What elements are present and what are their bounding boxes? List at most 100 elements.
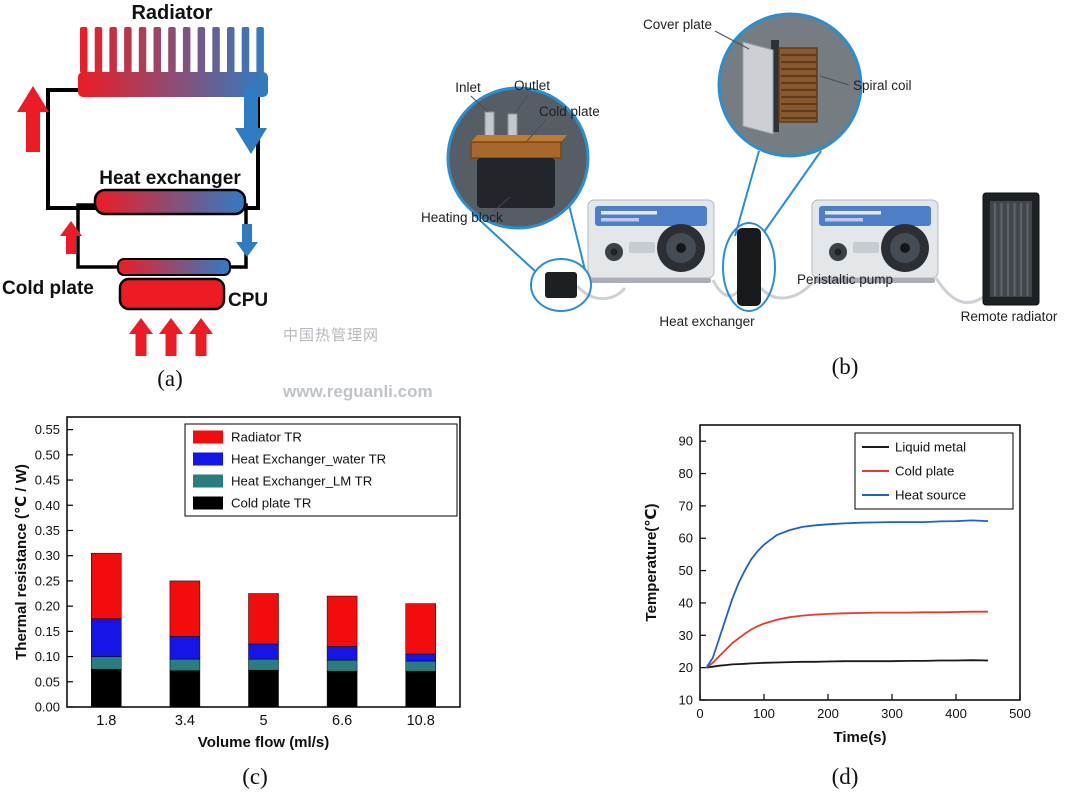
legend-label: Heat Exchanger_LM TR (231, 474, 372, 489)
inset-cold-plate-ring (446, 86, 590, 230)
y-tick-label: 0.25 (35, 573, 60, 588)
y-tick-label: 0.05 (35, 674, 60, 689)
legend-label: Heat Exchanger_water TR (231, 452, 386, 467)
x-tick-label: 200 (817, 706, 839, 721)
y-tick-label: 60 (679, 531, 693, 546)
y-axis-title: Temperature(℃) (643, 504, 660, 622)
heat-exchanger-photo (737, 228, 761, 306)
radiator-fins (80, 27, 264, 73)
remote-radiator-photo (982, 192, 1040, 306)
legend-label: Radiator TR (231, 430, 302, 445)
radiator-fin (197, 27, 206, 73)
bar-6.6-heat-exchanger-water-tr (326, 646, 358, 661)
y-tick-label: 0.10 (35, 649, 60, 664)
x-tick-label: 6.6 (332, 713, 352, 729)
heat-exchanger-callout-ellipse (722, 222, 776, 312)
y-tick-label: 40 (679, 595, 693, 610)
thermal-resistance-chart: 0.00 0.05 0.10 0.15 0.20 0.25 0.30 0.35 0.40 0.45… (13, 416, 461, 751)
radiator-fin (138, 27, 147, 73)
radiator-fin (227, 27, 235, 73)
inset-spiral-coil-content (742, 40, 818, 135)
y-tick-label: 90 (679, 434, 693, 449)
bar-10.8-heat-exchanger-water-tr (405, 653, 436, 662)
callout-line (568, 204, 586, 271)
cover-plate-label: Cover plate (643, 17, 712, 32)
x-tick-label: 100 (753, 706, 775, 721)
heat-exchanger-photo-label: Heat exchanger (659, 314, 755, 329)
plot-frame (699, 424, 1021, 701)
peristaltic-pump-right (811, 199, 939, 284)
y-axis-title: Thermal resistance (℃ / W) (13, 464, 30, 660)
x-axis-title: Volume flow (ml/s) (198, 734, 329, 751)
y-tick-label: 30 (679, 628, 693, 643)
bar-6.6-radiator-tr (326, 595, 358, 647)
y-tick-label: 0.45 (35, 473, 60, 488)
y-tick-label: 0.55 (35, 422, 60, 437)
hot-flow-up-arrow (17, 86, 49, 152)
bar-6.6-heat-exchanger-lm-tr (326, 659, 358, 672)
remote-radiator-label: Remote radiator (961, 309, 1058, 324)
bar-10.8-heat-exchanger-lm-tr (405, 660, 436, 672)
leader-line (514, 94, 529, 114)
callout-line (763, 150, 822, 233)
cold-plate-callout-ellipse (530, 258, 592, 312)
watermark-url: www.reguanli.com (283, 382, 433, 401)
y-tick-label: 10 (679, 693, 693, 708)
y-tick-label: 80 (679, 466, 693, 481)
legend-swatch-cold-plate-tr (193, 496, 223, 510)
x-tick-label: 3.4 (175, 713, 195, 729)
legend-box (854, 432, 1014, 510)
bar-3.4-radiator-tr (169, 580, 201, 637)
y-tick-label: 50 (679, 563, 693, 578)
x-tick-label: 300 (881, 706, 903, 721)
callout-line (734, 150, 760, 237)
peristaltic-pump-label: Peristaltic pump (797, 272, 893, 287)
bar-10.8-radiator-tr (405, 603, 436, 655)
leader-line (526, 119, 547, 142)
bar-3.4-heat-exchanger-water-tr (169, 636, 201, 660)
cpu-heat-arrow (129, 318, 153, 356)
radiator-fin (212, 27, 220, 73)
legend-label: Cold plate (895, 464, 954, 479)
inset-cold-plate-content (470, 111, 567, 208)
heating-block-label: Heating block (421, 210, 503, 225)
radiator-label: Radiator (131, 2, 212, 24)
legend-swatch-radiator-tr (193, 430, 223, 444)
legend-swatch-heat-exchanger-water-tr (193, 452, 223, 466)
inlet-label: Inlet (455, 80, 481, 95)
cold-flow-small-arrow (236, 224, 258, 257)
cold-plate-inset-label: Cold plate (539, 104, 600, 119)
y-tick-label: 20 (679, 660, 693, 675)
line-heat-source (705, 519, 989, 669)
radiator-fin (256, 27, 264, 73)
y-tick-label: 0.40 (35, 498, 60, 513)
y-tick-label: 0.20 (35, 599, 60, 614)
bar-5-heat-exchanger-water-tr (248, 643, 279, 660)
radiator-fin (182, 27, 191, 73)
x-tick-label: 10.8 (407, 713, 435, 729)
line-liquid-metal (706, 659, 989, 669)
y-tick-label: 0.50 (35, 447, 60, 462)
y-tick-label: 0.15 (35, 624, 60, 639)
x-tick-label: 1.8 (96, 713, 116, 729)
leader-line (492, 196, 511, 213)
bar-1.8-heat-exchanger-lm-tr (91, 656, 122, 670)
legend-label: Liquid metal (895, 440, 966, 455)
heat-exchanger-label: Heat exchanger (99, 168, 241, 189)
x-tick-label: 0 (696, 706, 703, 721)
heat-exchanger-body (93, 188, 247, 216)
inset-spiral-coil-ring (717, 12, 863, 158)
hot-flow-small-arrow (60, 221, 82, 254)
bar-3.4-heat-exchanger-lm-tr (169, 658, 201, 671)
cold-plate-label: Cold plate (2, 278, 94, 299)
cpu-body (118, 277, 226, 311)
legend-label: Cold plate TR (231, 496, 311, 511)
outlet-label: Outlet (514, 78, 550, 93)
bar-5-radiator-tr (248, 593, 279, 645)
x-tick-label: 5 (259, 713, 267, 729)
cpu-heat-arrow (189, 318, 213, 356)
legend-label: Heat source (895, 488, 966, 503)
radiator-fin (241, 27, 250, 73)
cold-flow-down-arrow (235, 88, 267, 154)
